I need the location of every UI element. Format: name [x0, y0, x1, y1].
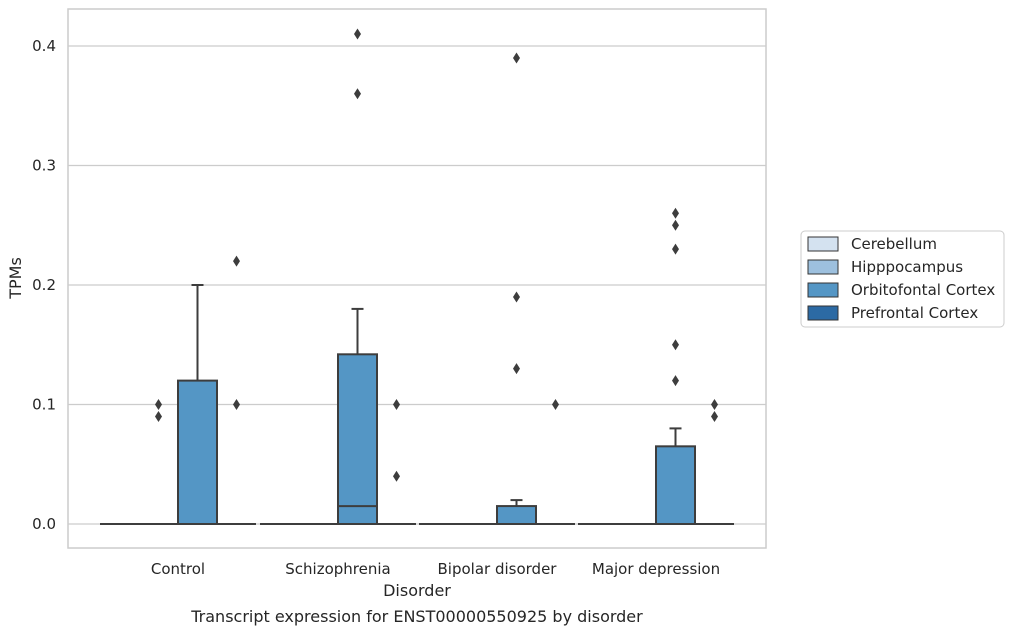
legend-label: Hipppocampus [851, 258, 963, 276]
series-prefrontal-cortex [217, 255, 734, 525]
x-axis-ticks: Control Schizophrenia Bipolar disorder Majo… [151, 560, 720, 578]
x-axis-label: Disorder [383, 581, 451, 600]
x-tick-label: Schizophrenia [285, 560, 390, 578]
legend-swatch [807, 236, 839, 252]
box-body [655, 445, 696, 526]
box [655, 207, 696, 526]
box-body [496, 505, 537, 526]
x-tick-label: Bipolar disorder [438, 560, 558, 578]
outlier-point [672, 339, 679, 351]
box [139, 399, 178, 525]
y-tick-label: 0.3 [32, 157, 56, 175]
y-tick-label: 0.4 [32, 37, 56, 55]
outlier-point [672, 375, 679, 387]
box-body [337, 353, 378, 525]
legend-swatch [807, 282, 839, 298]
box [377, 399, 416, 525]
y-axis-ticks: 0.0 0.1 0.2 0.3 0.4 [32, 37, 56, 533]
legend-item: Cerebellum [807, 235, 937, 253]
outlier-point [233, 399, 240, 410]
legend-label: Orbitofontal Cortex [851, 281, 995, 299]
outlier-point [155, 399, 162, 410]
outlier-point [233, 255, 240, 267]
outlier-point [672, 243, 679, 255]
outlier-point [711, 399, 718, 410]
legend-item: Prefrontal Cortex [807, 304, 978, 322]
y-axis-label: TPMs [6, 257, 25, 300]
x-tick-label: Control [151, 560, 205, 578]
outlier-point [552, 399, 559, 410]
box-body [177, 379, 218, 525]
legend-item: Orbitofontal Cortex [807, 281, 995, 299]
outlier-point [513, 363, 520, 375]
legend-swatch [807, 305, 839, 321]
series-hipppocampus [139, 399, 656, 525]
box [177, 284, 218, 525]
outlier-point [672, 219, 679, 231]
box [217, 255, 256, 525]
plot-frame [67, 8, 767, 549]
outlier-point [354, 28, 361, 40]
y-tick-label: 0.2 [32, 276, 56, 294]
box [496, 52, 537, 526]
box [695, 399, 734, 525]
outlier-point [672, 207, 679, 219]
y-tick-label: 0.0 [32, 515, 56, 533]
legend-frame [800, 230, 1005, 328]
legend-label: Cerebellum [851, 235, 937, 253]
legend: Cerebellum Hipppocampus Orbitofontal Corte… [800, 230, 1005, 328]
legend-label: Prefrontal Cortex [851, 304, 978, 322]
outlier-point [393, 399, 400, 410]
box-series-group [100, 28, 734, 526]
legend-swatch [807, 259, 839, 275]
figure-caption: Transcript expression for ENST0000055092… [190, 607, 643, 626]
outlier-point [513, 291, 520, 303]
y-tick-label: 0.1 [32, 396, 56, 414]
outlier-point [155, 410, 162, 422]
outlier-point [393, 470, 400, 482]
outlier-point [513, 52, 520, 64]
legend-item: Hipppocampus [807, 258, 963, 276]
box [337, 28, 378, 525]
outlier-point [354, 88, 361, 100]
series-orbitofontal-cortex [177, 28, 696, 526]
outlier-point [711, 410, 718, 422]
box [536, 399, 575, 525]
x-tick-label: Major depression [592, 560, 720, 578]
